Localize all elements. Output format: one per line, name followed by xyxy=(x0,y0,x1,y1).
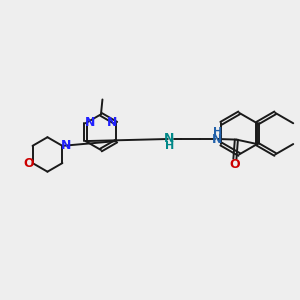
Text: N: N xyxy=(164,132,175,145)
Text: N: N xyxy=(107,116,117,129)
Text: O: O xyxy=(23,157,34,170)
Text: N: N xyxy=(61,139,72,152)
Text: H: H xyxy=(213,128,222,137)
Text: N: N xyxy=(85,116,95,129)
Text: N: N xyxy=(212,133,223,146)
Text: H: H xyxy=(165,140,174,151)
Text: O: O xyxy=(230,158,240,171)
